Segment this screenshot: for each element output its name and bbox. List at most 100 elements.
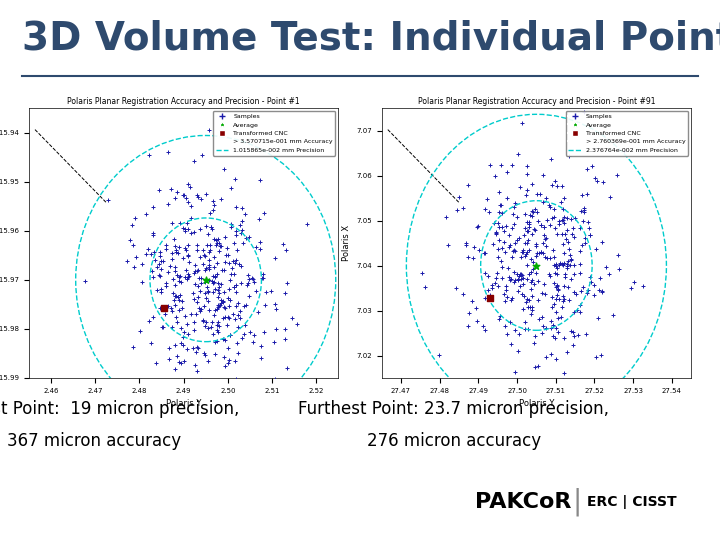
Point [558,333,570,342]
Point [151,262,163,271]
Point [577,283,589,292]
Point [248,278,260,286]
Point [176,278,187,287]
Point [145,249,157,258]
Point [168,267,180,275]
Point [559,282,570,291]
Point [238,329,250,338]
Point [200,275,212,284]
Point [194,224,205,233]
Point [204,306,215,315]
Point [521,161,533,170]
Point [581,190,593,198]
Point [493,223,505,232]
Point [212,328,224,337]
Point [512,150,523,159]
Point [248,330,260,339]
Point [527,265,539,273]
Point [441,213,452,221]
Point [458,204,469,212]
Point [193,274,204,282]
Point [143,245,154,253]
Point [218,303,230,312]
Point [228,239,240,248]
Point [562,347,573,356]
Point [192,344,204,353]
Point [562,257,573,266]
Point [207,277,218,286]
Point [182,273,194,281]
Point [552,314,564,322]
Point [416,269,428,278]
Point [212,279,223,287]
Point [479,269,490,278]
Point [522,235,534,244]
Point [574,269,585,278]
Point [166,249,178,258]
Point [207,272,218,281]
Point [79,277,91,286]
Point [580,239,591,248]
Point [541,194,552,202]
Point [528,338,540,347]
Point [182,269,194,278]
Point [271,325,282,333]
Point [492,244,504,253]
Point [543,270,554,279]
Point [590,245,601,253]
Point [562,282,573,291]
Point [186,214,197,222]
Point [600,262,612,271]
Point [585,273,596,281]
Point [526,230,537,238]
Point [230,256,242,265]
Point [230,288,242,296]
Point [585,278,597,286]
Point [567,328,579,336]
Point [557,205,569,213]
Point [174,272,185,280]
Point [483,294,495,302]
Point [474,245,485,254]
Point [189,267,201,275]
Point [561,264,572,272]
Point [532,296,544,305]
Point [219,233,230,241]
Point [607,310,618,319]
Point [531,190,543,198]
Point [504,318,516,326]
Point [197,317,209,326]
Point [536,289,547,298]
Point [136,259,148,268]
Point [516,248,528,256]
Point [557,292,569,300]
Point [236,334,248,342]
Point [513,272,524,281]
Point [613,251,624,259]
Point [569,308,580,316]
Point [181,219,193,228]
Point [179,225,191,233]
Point [203,247,215,256]
Text: ERC | CISST: ERC | CISST [587,495,676,509]
Point [196,151,207,160]
Point [186,229,197,238]
Point [482,286,493,294]
Point [207,329,219,338]
Point [495,201,506,210]
Point [179,356,190,365]
Point [483,207,495,216]
Point [159,309,171,318]
Point [545,323,557,332]
Point [205,223,217,232]
Point [207,205,218,214]
Point [197,246,209,254]
Point [493,315,505,323]
Point [208,201,220,210]
Point [156,265,167,274]
Point [554,220,565,228]
Point [103,195,114,204]
Point [150,358,162,367]
Point [235,262,247,271]
Point [547,332,559,341]
